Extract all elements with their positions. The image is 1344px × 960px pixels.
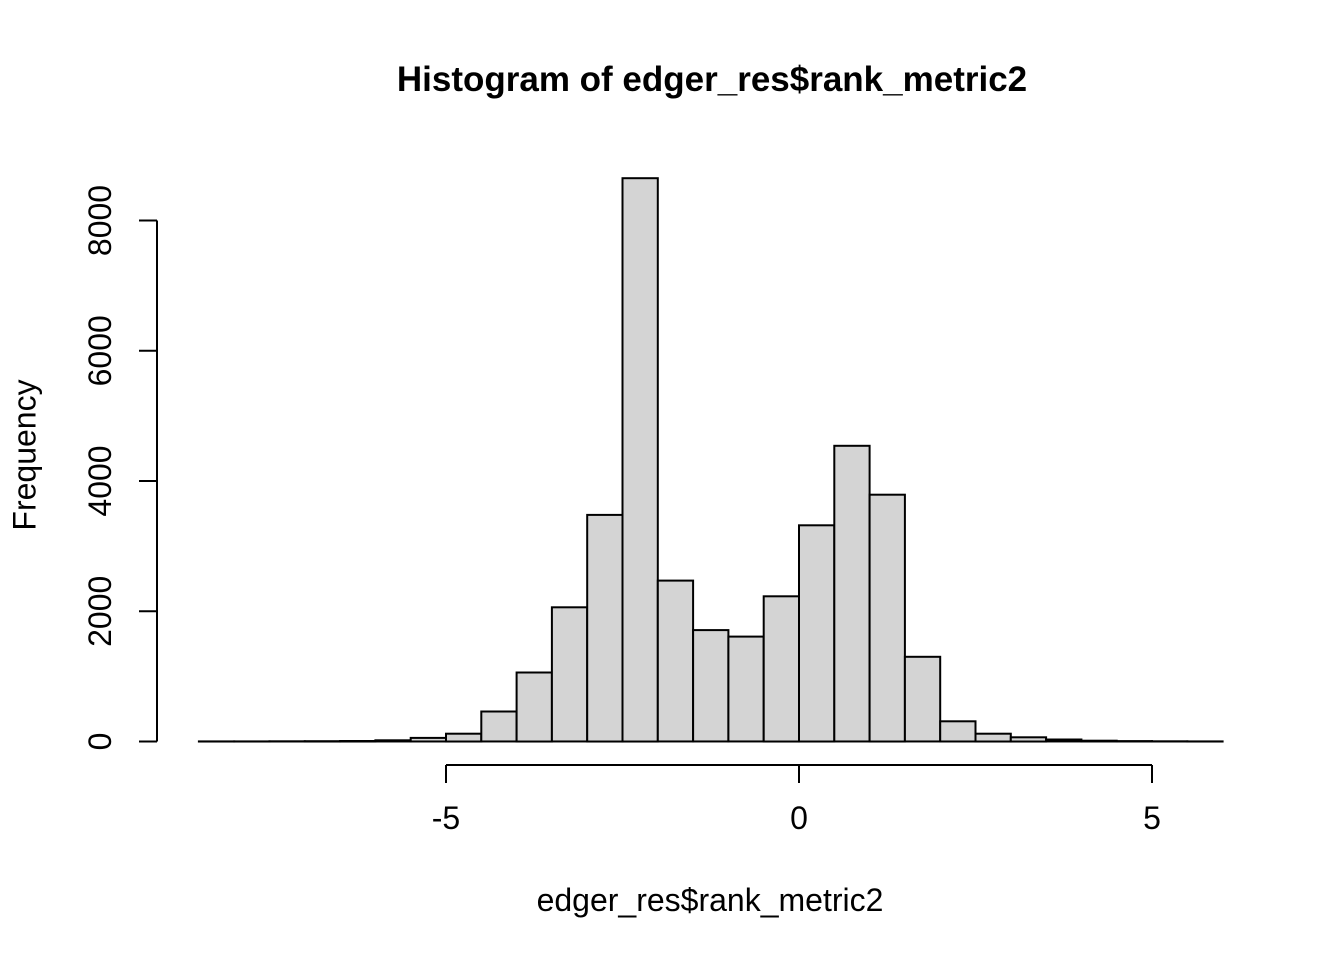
histogram-bar: [409, 736, 448, 743]
y-tick-label: 2000: [82, 576, 118, 647]
histogram-bar: [939, 720, 977, 743]
histogram-bar: [974, 732, 1012, 743]
x-tick-label: 0: [790, 800, 808, 836]
y-tick-label: 6000: [82, 315, 118, 386]
histogram-bar: [903, 655, 942, 743]
x-axis-label: edger_res$rank_metric2: [536, 882, 884, 918]
histogram-bar: [1080, 739, 1118, 743]
histogram-bar: [339, 740, 377, 743]
histogram-bar: [621, 177, 659, 743]
histogram-bar: [374, 739, 412, 743]
histogram-bar: [586, 513, 624, 743]
histogram-bar: [692, 629, 730, 743]
histogram-bar: [550, 606, 589, 743]
histogram-bar: [868, 493, 906, 743]
x-tick-label: -5: [432, 800, 460, 836]
histogram-bar: [798, 524, 836, 743]
y-axis-label: Frequency: [6, 379, 43, 531]
y-tick-label: 0: [82, 733, 118, 751]
y-tick-label: 4000: [82, 445, 118, 516]
histogram-bar: [727, 635, 765, 743]
histogram-bar: [833, 444, 871, 743]
y-tick-label: 8000: [82, 185, 118, 256]
histogram-bar: [445, 732, 483, 743]
histogram-bar: [1045, 738, 1083, 743]
histogram-bar: [1009, 736, 1048, 743]
histogram-bar: [480, 710, 518, 743]
chart-title: Histogram of edger_res$rank_metric2: [396, 60, 1028, 99]
histogram-bar: [656, 579, 695, 743]
x-tick-label: 5: [1143, 800, 1161, 836]
histogram-bar: [515, 671, 553, 743]
histogram-bar: [762, 595, 801, 743]
